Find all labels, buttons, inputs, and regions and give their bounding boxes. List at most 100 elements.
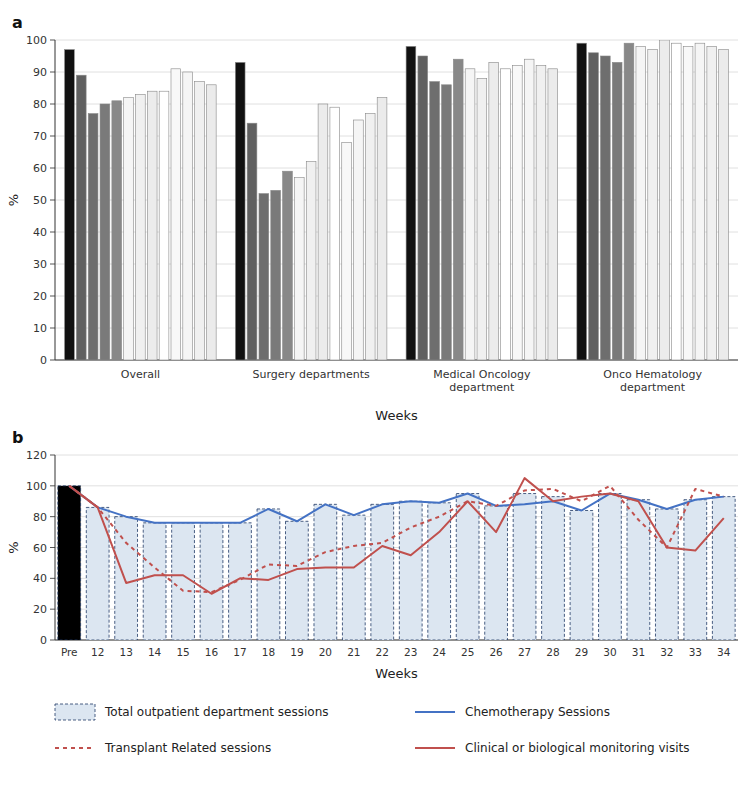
legend-swatch — [55, 747, 95, 749]
bar — [342, 515, 365, 640]
bar — [512, 66, 522, 360]
bar — [600, 56, 610, 360]
x-tick-label: Medical Oncologydepartment — [433, 368, 531, 394]
y-tick-label: 40 — [33, 226, 47, 239]
bar — [655, 509, 678, 640]
bar — [406, 46, 416, 360]
x-tick-label: 34 — [717, 646, 731, 658]
legend-swatch — [415, 711, 455, 713]
grid-line — [55, 455, 738, 456]
y-tick — [50, 200, 55, 201]
chart: 0102030405060708090100%aOverallSurgery d… — [0, 0, 753, 795]
panel-title: b — [12, 428, 23, 447]
x-axis-line — [55, 360, 738, 361]
x-tick-label: 32 — [660, 646, 673, 658]
legend-label: Transplant Related sessions — [104, 741, 271, 755]
y-tick — [50, 168, 55, 169]
bar — [624, 43, 634, 360]
bar — [648, 50, 658, 360]
grid-line — [55, 485, 738, 486]
bar — [456, 494, 479, 640]
bar — [235, 62, 245, 360]
bar — [365, 114, 375, 360]
x-tick-label: 31 — [632, 646, 645, 658]
bar — [171, 69, 181, 360]
grid-line — [55, 168, 738, 169]
y-axis-label: % — [6, 194, 21, 206]
bar — [712, 497, 735, 640]
y-tick-label: 60 — [33, 162, 47, 175]
grid-line — [55, 296, 738, 297]
legend-label: Total outpatient department sessions — [104, 705, 329, 719]
bar — [695, 43, 705, 360]
y-tick-label: 60 — [33, 542, 47, 555]
bar — [318, 104, 328, 360]
bar — [314, 504, 337, 640]
bar — [548, 69, 558, 360]
y-tick — [50, 104, 55, 105]
bar — [589, 53, 599, 360]
grid-line — [55, 232, 738, 233]
x-tick-label: 21 — [347, 646, 360, 658]
axes: 020406080100120%b — [6, 428, 738, 647]
bar — [577, 43, 587, 360]
bar — [206, 85, 216, 360]
y-tick — [50, 485, 55, 486]
x-tick-label: 27 — [518, 646, 531, 658]
plot-area — [65, 40, 729, 360]
bar — [524, 59, 534, 360]
bar — [342, 142, 352, 360]
bar — [489, 62, 499, 360]
bar — [200, 523, 223, 640]
bar — [513, 494, 536, 640]
grid-line — [55, 264, 738, 265]
bar — [684, 500, 707, 640]
y-tick — [50, 516, 55, 517]
panel-title: a — [12, 13, 23, 32]
y-axis-line — [55, 455, 56, 640]
bar — [65, 50, 75, 360]
y-tick-label: 90 — [33, 66, 47, 79]
x-axis-label: Weeks — [375, 666, 418, 681]
x-tick-label: 12 — [91, 646, 104, 658]
y-tick — [50, 328, 55, 329]
bar — [536, 66, 546, 360]
bar — [76, 75, 86, 360]
bar — [683, 46, 693, 360]
y-tick — [50, 578, 55, 579]
bar — [399, 501, 422, 640]
x-tick-label: 33 — [689, 646, 702, 658]
y-tick — [50, 40, 55, 41]
legend-label: Chemotherapy Sessions — [465, 705, 610, 719]
x-tick-label: Onco Hematologydepartment — [603, 368, 702, 394]
bar — [636, 46, 646, 360]
bar — [442, 85, 452, 360]
bar — [136, 94, 146, 360]
bar — [183, 72, 193, 360]
x-tick-label: 28 — [546, 646, 559, 658]
bar — [371, 504, 394, 640]
bar — [259, 194, 269, 360]
axes: 0102030405060708090100%a — [6, 13, 738, 367]
bar — [354, 120, 364, 360]
legend: Total outpatient department sessions Chem… — [55, 704, 690, 755]
y-tick — [50, 296, 55, 297]
bar — [377, 98, 387, 360]
bar — [58, 486, 81, 640]
grid-line — [55, 200, 738, 201]
grid-line — [55, 72, 738, 73]
y-axis-line — [55, 40, 56, 360]
y-tick-label: 120 — [26, 449, 47, 462]
y-tick-label: 20 — [33, 290, 47, 303]
y-tick — [50, 360, 55, 361]
y-tick-label: 100 — [26, 34, 47, 47]
bar — [453, 59, 463, 360]
legend-label: Clinical or biological monitoring visits — [465, 741, 690, 755]
y-axis-label: % — [6, 541, 21, 553]
x-tick-label: 13 — [119, 646, 132, 658]
x-tick-label: 22 — [376, 646, 389, 658]
bar — [159, 91, 169, 360]
x-tick-label: 24 — [433, 646, 447, 658]
grid-line — [55, 40, 738, 41]
x-tick-label: 26 — [489, 646, 503, 658]
